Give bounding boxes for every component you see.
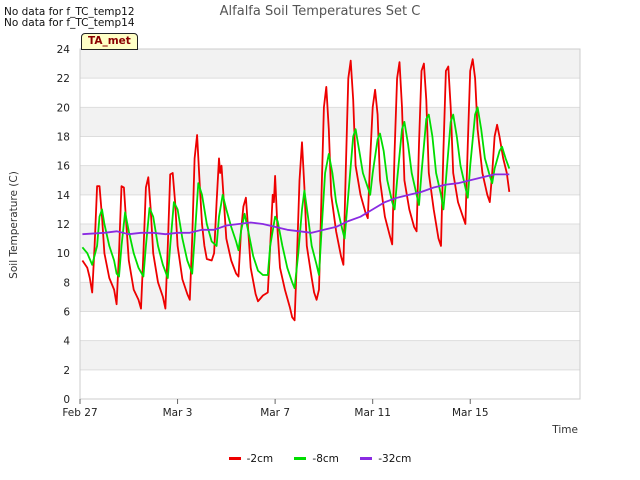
y-tick-label: 10 (57, 248, 70, 260)
chart-title: Alfalfa Soil Temperatures Set C (220, 4, 421, 19)
grid-band (80, 369, 580, 399)
plot-frame (79, 48, 581, 400)
legend-swatch-2cm (228, 456, 241, 460)
grid-band (80, 340, 580, 370)
y-tick-label: 20 (57, 102, 70, 114)
x-tick-label: Mar 7 (260, 407, 290, 419)
grid-band (80, 311, 580, 341)
legend-label-32cm: -32cm (378, 453, 412, 465)
x-tick-label: Feb 27 (62, 407, 97, 419)
series-line-2cmcm (81, 58, 511, 322)
y-tick-label: 0 (63, 394, 70, 406)
grid-band (80, 78, 580, 108)
series-line-32cmcm (82, 173, 510, 236)
x-tick-label: Mar 11 (354, 407, 391, 419)
legend-item-32cm[interactable]: -32cm (360, 453, 411, 465)
y-tick-label: 2 (63, 365, 70, 377)
legend: -2cm -8cm -32cm (0, 453, 640, 465)
no-data-message-2: No data for f_TC_temp14 (4, 17, 135, 29)
legend-label-8cm: -8cm (312, 453, 339, 465)
x-tick-label: Mar 15 (452, 407, 489, 419)
legend-label-2cm: -2cm (246, 453, 274, 465)
grid-band (80, 107, 580, 137)
y-tick-label: 18 (57, 132, 70, 144)
legend-swatch-8cm (294, 456, 307, 460)
y-tick-label: 24 (57, 44, 71, 56)
series-line-8cmcm (81, 106, 511, 290)
y-tick-label: 16 (57, 161, 71, 173)
x-tick-label: Mar 3 (163, 407, 193, 419)
y-tick-label: 4 (63, 336, 70, 348)
no-data-message-1: No data for f_TC_temp12 (4, 6, 135, 18)
legend-item-8cm[interactable]: -8cm (294, 453, 339, 465)
legend-item-2cm[interactable]: -2cm (228, 453, 274, 465)
y-tick-label: 12 (57, 219, 70, 231)
y-axis-title: Soil Temperature (C) (8, 171, 20, 279)
x-axis-title: Time (551, 424, 578, 436)
y-tick-label: 8 (63, 277, 70, 289)
y-tick-label: 6 (63, 307, 70, 319)
y-tick-label: 22 (57, 73, 70, 85)
ta-met-badge[interactable]: TA_met (81, 33, 138, 50)
grid-band (80, 49, 580, 79)
grid-band (80, 282, 580, 312)
y-tick-label: 14 (57, 190, 71, 202)
grid-band (80, 194, 580, 224)
legend-swatch-32cm (360, 456, 373, 460)
